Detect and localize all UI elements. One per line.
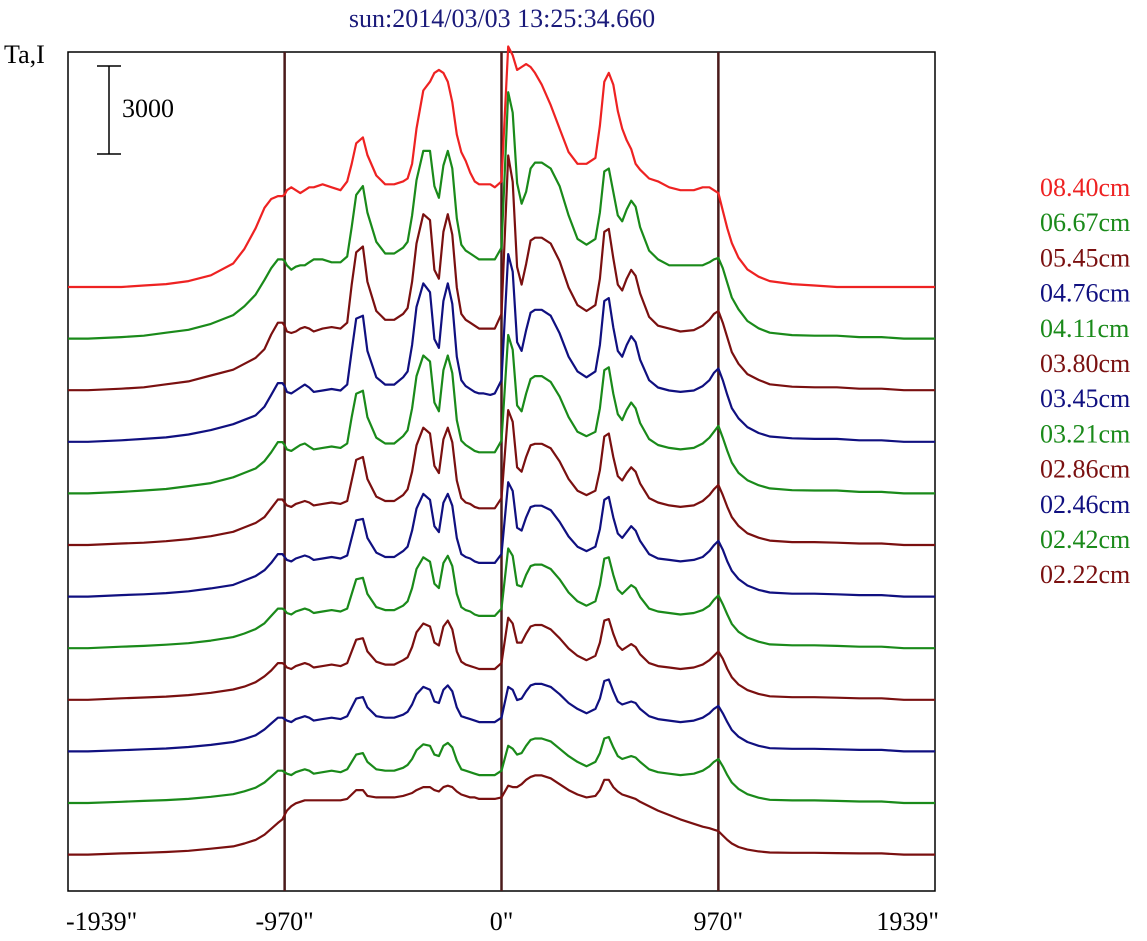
series-line-08.40cm [68, 45, 935, 289]
y-axis-label: Ta,I [4, 40, 45, 69]
legend: 08.40cm 06.67cm 05.45cm 04.76cm 04.11cm 03.80… [1040, 173, 1130, 589]
x-tick-label: 970" [694, 907, 744, 936]
legend-entry: 06.67cm [1040, 208, 1130, 237]
legend-entry: 04.11cm [1040, 314, 1129, 343]
series-line-02.22cm [68, 774, 935, 856]
x-tick-label: 0" [490, 907, 514, 936]
series-group [68, 45, 935, 856]
legend-entry: 02.46cm [1040, 490, 1130, 519]
series-line-02.46cm [68, 678, 935, 753]
legend-entry: 02.22cm [1040, 560, 1130, 589]
scale-bar [97, 65, 121, 155]
series-line-05.45cm [68, 154, 935, 392]
legend-entry: 03.45cm [1040, 384, 1130, 413]
series-line-02.42cm [68, 735, 935, 805]
series-line-06.67cm [68, 91, 935, 340]
legend-entry: 04.76cm [1040, 279, 1130, 308]
legend-entry: 05.45cm [1040, 243, 1130, 272]
legend-entry: 03.21cm [1040, 419, 1130, 448]
legend-entry: 02.42cm [1040, 525, 1130, 554]
series-line-02.86cm [68, 616, 935, 701]
series-line-04.11cm [68, 333, 935, 495]
series-line-04.76cm [68, 253, 935, 443]
x-tick-label: -970" [255, 907, 313, 936]
series-line-03.45cm [68, 481, 935, 598]
x-tick-label: -1939" [66, 907, 137, 936]
series-line-03.80cm [68, 409, 935, 547]
series-line-03.21cm [68, 547, 935, 650]
scale-bar-label: 3000 [122, 94, 174, 123]
chart-title: sun:2014/03/03 13:25:34.660 [349, 4, 655, 33]
legend-entry: 03.80cm [1040, 349, 1130, 378]
x-tick-label: 1939" [876, 907, 939, 936]
x-tick-labels: -1939" -970" 0" 970" 1939" [66, 907, 939, 936]
legend-entry: 02.86cm [1040, 455, 1130, 484]
legend-entry: 08.40cm [1040, 173, 1130, 202]
